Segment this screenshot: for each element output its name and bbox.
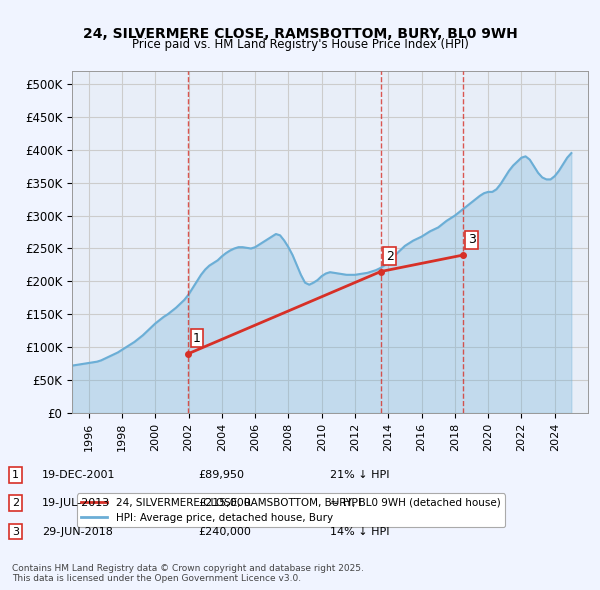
Text: 21% ↓ HPI: 21% ↓ HPI <box>330 470 389 480</box>
Text: £240,000: £240,000 <box>198 527 251 536</box>
Text: £89,950: £89,950 <box>198 470 244 480</box>
Text: 2: 2 <box>386 250 394 263</box>
Text: 1: 1 <box>12 470 19 480</box>
Legend: 24, SILVERMERE CLOSE, RAMSBOTTOM, BURY, BL0 9WH (detached house), HPI: Average p: 24, SILVERMERE CLOSE, RAMSBOTTOM, BURY, … <box>77 493 505 527</box>
Text: Contains HM Land Registry data © Crown copyright and database right 2025.
This d: Contains HM Land Registry data © Crown c… <box>12 563 364 583</box>
Text: Price paid vs. HM Land Registry's House Price Index (HPI): Price paid vs. HM Land Registry's House … <box>131 38 469 51</box>
Text: 19-DEC-2001: 19-DEC-2001 <box>42 470 115 480</box>
Text: 3: 3 <box>468 233 476 246</box>
Text: 29-JUN-2018: 29-JUN-2018 <box>42 527 113 536</box>
Text: 1: 1 <box>193 332 201 345</box>
Text: 14% ↓ HPI: 14% ↓ HPI <box>330 527 389 536</box>
Text: £215,000: £215,000 <box>198 499 251 508</box>
Text: 2: 2 <box>12 499 19 508</box>
Text: ≈ HPI: ≈ HPI <box>330 499 361 508</box>
Text: 3: 3 <box>12 527 19 536</box>
Text: 19-JUL-2013: 19-JUL-2013 <box>42 499 110 508</box>
Text: 24, SILVERMERE CLOSE, RAMSBOTTOM, BURY, BL0 9WH: 24, SILVERMERE CLOSE, RAMSBOTTOM, BURY, … <box>83 27 517 41</box>
